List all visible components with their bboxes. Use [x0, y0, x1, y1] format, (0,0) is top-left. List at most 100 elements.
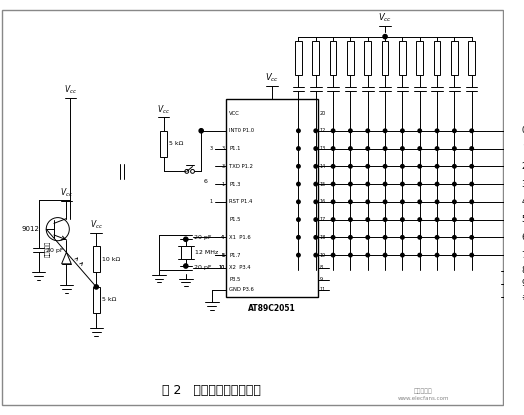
Circle shape — [348, 254, 352, 257]
Circle shape — [384, 165, 387, 168]
Circle shape — [366, 200, 369, 203]
Text: 6: 6 — [203, 179, 207, 184]
Circle shape — [418, 236, 421, 239]
Circle shape — [314, 129, 318, 132]
Text: 10 kΩ: 10 kΩ — [102, 257, 120, 262]
Text: 3: 3 — [221, 146, 224, 151]
Circle shape — [453, 182, 456, 186]
Circle shape — [418, 165, 421, 168]
Circle shape — [199, 129, 203, 133]
Text: 20 pF: 20 pF — [193, 235, 211, 240]
Circle shape — [418, 182, 421, 186]
Circle shape — [453, 200, 456, 203]
Circle shape — [184, 237, 188, 242]
Circle shape — [470, 147, 474, 150]
Bar — [93, 247, 100, 273]
Text: INT0 P1.0: INT0 P1.0 — [229, 128, 254, 133]
Text: 8: 8 — [522, 266, 524, 275]
Bar — [312, 42, 319, 75]
Circle shape — [470, 200, 474, 203]
Circle shape — [331, 218, 335, 221]
Circle shape — [470, 236, 474, 239]
Circle shape — [184, 264, 188, 268]
Text: TXD P1.2: TXD P1.2 — [229, 164, 253, 169]
Text: 电子发烧友: 电子发烧友 — [414, 388, 433, 394]
Circle shape — [470, 129, 474, 132]
Text: 2: 2 — [522, 162, 524, 171]
Text: 3: 3 — [522, 180, 524, 188]
Circle shape — [348, 165, 352, 168]
Text: P1.7: P1.7 — [229, 253, 241, 258]
Text: 16: 16 — [320, 199, 326, 204]
Text: 4: 4 — [221, 235, 224, 240]
Circle shape — [314, 200, 318, 203]
Circle shape — [435, 236, 439, 239]
Bar — [399, 42, 406, 75]
Text: 12: 12 — [320, 128, 326, 133]
Bar — [364, 42, 371, 75]
Text: $V_{cc}$: $V_{cc}$ — [60, 187, 73, 199]
Bar — [93, 287, 100, 313]
Circle shape — [384, 147, 387, 150]
Circle shape — [314, 254, 318, 257]
Circle shape — [435, 200, 439, 203]
Circle shape — [348, 200, 352, 203]
Text: VCC: VCC — [229, 110, 240, 115]
Text: 20: 20 — [320, 110, 326, 115]
Text: P1.3: P1.3 — [229, 181, 241, 187]
Text: GND P3.6: GND P3.6 — [229, 287, 254, 292]
Circle shape — [418, 254, 421, 257]
Text: 3: 3 — [221, 164, 224, 169]
Circle shape — [401, 182, 404, 186]
Circle shape — [297, 254, 300, 257]
Text: P1.1: P1.1 — [229, 146, 241, 151]
Circle shape — [401, 147, 404, 150]
Circle shape — [331, 182, 335, 186]
Circle shape — [401, 165, 404, 168]
Text: www.elecfans.com: www.elecfans.com — [398, 396, 450, 401]
Circle shape — [453, 254, 456, 257]
Circle shape — [435, 254, 439, 257]
Text: 图 2   发射模块电路原理图: 图 2 发射模块电路原理图 — [162, 384, 261, 398]
Text: X1  P1.6: X1 P1.6 — [229, 235, 251, 240]
Text: 15: 15 — [320, 181, 326, 187]
Bar — [417, 42, 423, 75]
Text: 10: 10 — [218, 266, 224, 271]
Circle shape — [348, 182, 352, 186]
Circle shape — [384, 218, 387, 221]
Circle shape — [453, 165, 456, 168]
Circle shape — [314, 165, 318, 168]
Circle shape — [348, 129, 352, 132]
Text: 9: 9 — [320, 277, 323, 282]
Circle shape — [435, 147, 439, 150]
Text: 1: 1 — [522, 144, 524, 153]
Circle shape — [366, 236, 369, 239]
Text: 18: 18 — [320, 235, 326, 240]
Text: P1.5: P1.5 — [229, 217, 241, 222]
Circle shape — [401, 218, 404, 221]
Text: $V_{cc}$: $V_{cc}$ — [265, 71, 279, 84]
Circle shape — [331, 165, 335, 168]
Circle shape — [470, 254, 474, 257]
Text: $V_{cc}$: $V_{cc}$ — [157, 103, 170, 115]
Circle shape — [297, 129, 300, 132]
Circle shape — [470, 218, 474, 221]
Text: 5 kΩ: 5 kΩ — [102, 298, 116, 303]
Text: 17: 17 — [320, 217, 326, 222]
Text: AT89C2051: AT89C2051 — [248, 304, 296, 313]
Circle shape — [348, 147, 352, 150]
Circle shape — [331, 236, 335, 239]
Circle shape — [453, 129, 456, 132]
Text: $V_{cc}$: $V_{cc}$ — [64, 84, 77, 96]
Bar — [451, 42, 458, 75]
Text: #: # — [522, 293, 524, 302]
Circle shape — [297, 236, 300, 239]
Circle shape — [314, 236, 318, 239]
Circle shape — [383, 34, 387, 39]
Text: 10: 10 — [218, 266, 224, 271]
Circle shape — [435, 129, 439, 132]
Circle shape — [331, 147, 335, 150]
Circle shape — [331, 129, 335, 132]
Circle shape — [435, 182, 439, 186]
Circle shape — [384, 182, 387, 186]
